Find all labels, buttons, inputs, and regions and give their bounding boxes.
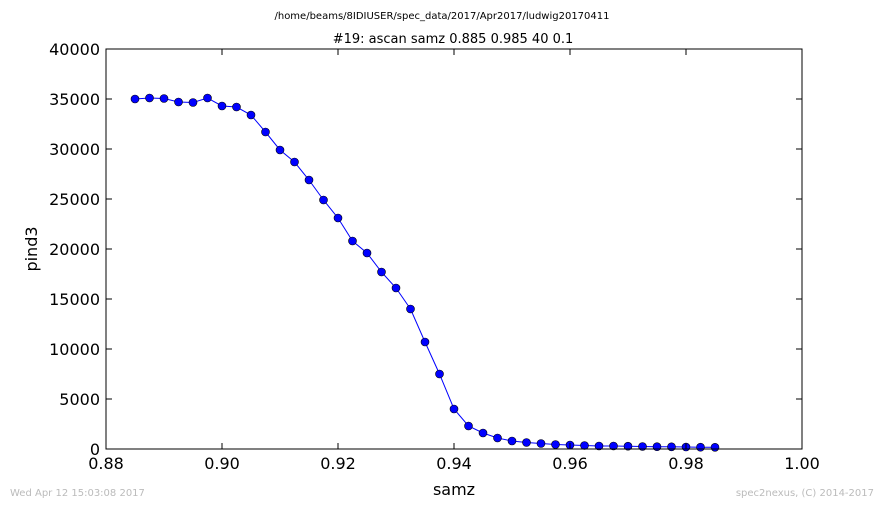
data-point <box>174 97 183 107</box>
x-tick-label: 0.88 <box>88 454 124 473</box>
data-point <box>246 110 256 120</box>
data-point <box>319 195 328 205</box>
data-point <box>203 93 212 103</box>
chart-supertitle: /home/beams/8IDIUSER/spec_data/2017/Apr2… <box>274 11 609 22</box>
data-point <box>507 436 517 446</box>
data-point <box>362 248 372 258</box>
x-tick-label: 0.94 <box>436 454 472 473</box>
y-tick-label: 40000 <box>49 40 100 59</box>
data-point <box>623 441 633 451</box>
x-tick-label: 0.90 <box>204 454 240 473</box>
data-point <box>290 157 299 167</box>
y-tick-label: 20000 <box>49 240 100 259</box>
data-point <box>594 441 604 451</box>
data-point <box>159 94 169 103</box>
data-point <box>391 283 401 293</box>
data-point <box>449 404 459 414</box>
footer-timestamp: Wed Apr 12 15:03:08 2017 <box>10 488 145 499</box>
y-tick-label: 0 <box>90 440 100 459</box>
data-point <box>261 127 270 137</box>
y-tick-label: 10000 <box>49 340 100 359</box>
data-point <box>478 428 488 438</box>
data-point <box>420 337 430 347</box>
data-point <box>377 267 386 277</box>
data-point <box>464 421 473 431</box>
data-point <box>696 442 705 452</box>
data-point <box>551 440 560 449</box>
data-point <box>232 102 241 112</box>
data-point <box>217 101 227 111</box>
y-tick-label: 5000 <box>59 390 100 409</box>
y-tick-label: 30000 <box>49 140 100 159</box>
y-tick-label: 15000 <box>49 290 100 309</box>
data-point <box>188 98 198 107</box>
data-point <box>145 93 154 103</box>
x-axis-label: samz <box>433 480 475 499</box>
data-point <box>609 441 618 451</box>
data-point <box>493 433 502 443</box>
chart-title: #19: ascan samz 0.885 0.985 40 0.1 <box>333 32 574 47</box>
x-tick-label: 0.98 <box>668 454 704 473</box>
data-point <box>580 441 589 450</box>
data-point <box>710 442 720 452</box>
x-tick-label: 0.92 <box>320 454 356 473</box>
data-point <box>304 175 314 185</box>
y-axis-label: pind3 <box>22 226 41 271</box>
data-point <box>435 369 444 379</box>
y-tick-label: 35000 <box>49 90 100 109</box>
data-point <box>348 236 357 246</box>
data-point <box>522 438 531 447</box>
data-point <box>275 145 285 155</box>
y-tick-label: 25000 <box>49 190 100 209</box>
x-tick-label: 1.00 <box>784 454 820 473</box>
data-point <box>406 304 415 314</box>
data-point <box>536 439 546 448</box>
footer-credit: spec2nexus, (C) 2014-2017 <box>735 488 874 499</box>
data-point <box>667 442 676 452</box>
data-point <box>333 213 343 223</box>
x-tick-label: 0.96 <box>552 454 588 473</box>
data-point <box>130 94 140 104</box>
